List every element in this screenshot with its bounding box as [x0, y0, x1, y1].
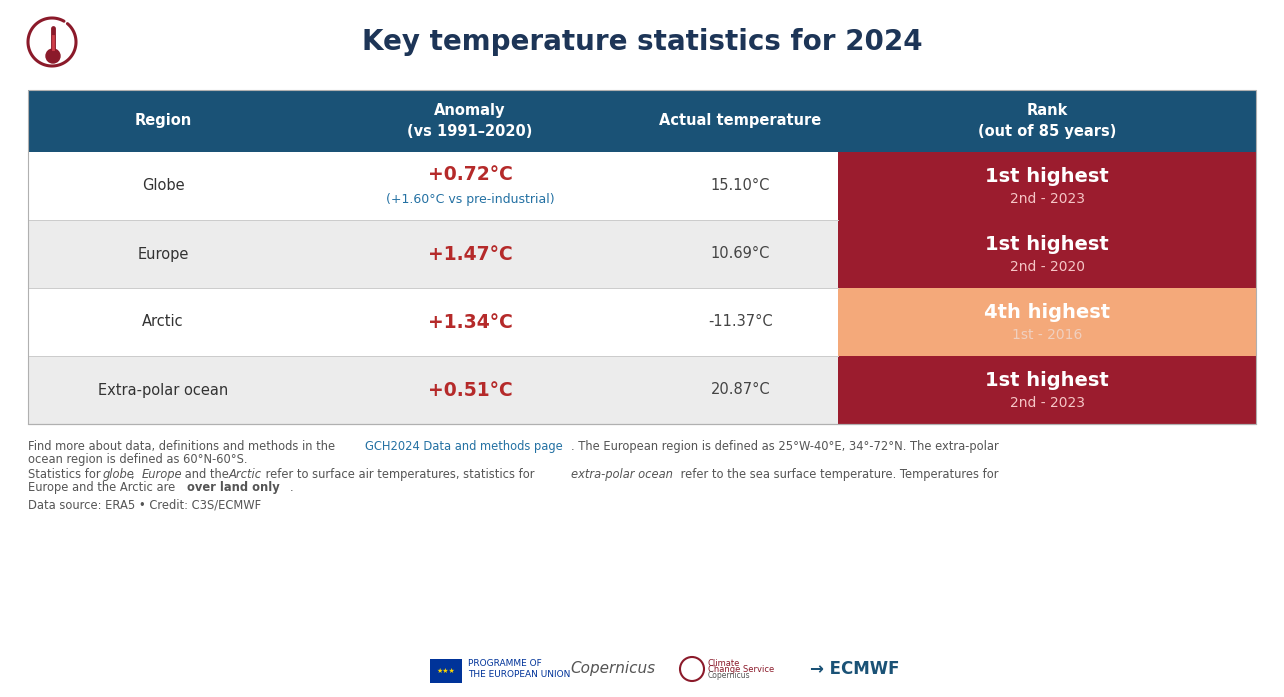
Text: +1.47°C: +1.47°C	[428, 245, 512, 263]
Text: Copernicus: Copernicus	[707, 671, 751, 680]
Text: ,: ,	[131, 468, 139, 481]
Bar	[430, 659, 462, 683]
Text: 1st highest: 1st highest	[985, 167, 1109, 185]
Text: Data source: ERA5 • Credit: C3S/ECMWF: Data source: ERA5 • Credit: C3S/ECMWF	[28, 499, 261, 512]
Text: globe: globe	[103, 468, 135, 481]
Bar	[28, 220, 838, 288]
Text: 1st highest: 1st highest	[985, 371, 1109, 390]
Text: Find more about data, definitions and methods in the: Find more about data, definitions and me…	[28, 440, 339, 453]
Text: Actual temperature: Actual temperature	[659, 114, 822, 128]
Text: ★★★: ★★★	[437, 668, 456, 674]
Text: (+1.60°C vs pre-industrial): (+1.60°C vs pre-industrial)	[385, 192, 555, 206]
Bar	[838, 220, 1256, 288]
Text: Change Service: Change Service	[707, 666, 774, 675]
Text: Rank
(out of 85 years): Rank (out of 85 years)	[978, 103, 1116, 139]
Text: refer to surface air temperatures, statistics for: refer to surface air temperatures, stati…	[262, 468, 538, 481]
Text: Extra-polar ocean: Extra-polar ocean	[98, 383, 229, 397]
Text: Arctic: Arctic	[229, 468, 262, 481]
Text: Region: Region	[135, 114, 191, 128]
Bar	[28, 90, 1256, 424]
Circle shape	[46, 49, 60, 63]
Text: Europe and the Arctic are: Europe and the Arctic are	[28, 481, 178, 494]
Text: Climate: Climate	[707, 659, 741, 668]
Text: .: .	[290, 481, 294, 494]
Bar	[28, 90, 1256, 152]
Text: . The European region is defined as 25°W-40°E, 34°-72°N. The extra-polar: . The European region is defined as 25°W…	[571, 440, 999, 453]
Text: +1.34°C: +1.34°C	[428, 312, 512, 332]
Text: +0.51°C: +0.51°C	[428, 381, 512, 399]
Text: Statistics for: Statistics for	[28, 468, 104, 481]
Text: 2nd - 2020: 2nd - 2020	[1009, 260, 1085, 274]
Text: Key temperature statistics for 2024: Key temperature statistics for 2024	[362, 28, 922, 56]
Text: ocean region is defined as 60°N-60°S.: ocean region is defined as 60°N-60°S.	[28, 453, 248, 466]
Text: Copernicus: Copernicus	[570, 661, 655, 677]
Text: PROGRAMME OF
THE EUROPEAN UNION: PROGRAMME OF THE EUROPEAN UNION	[467, 659, 570, 679]
Text: 10.69°C: 10.69°C	[710, 247, 770, 261]
Text: 2nd - 2023: 2nd - 2023	[1009, 192, 1085, 206]
Text: +0.72°C: +0.72°C	[428, 165, 512, 185]
Text: -11.37°C: -11.37°C	[707, 314, 773, 330]
Text: and the: and the	[181, 468, 232, 481]
Bar	[838, 152, 1256, 220]
Bar	[28, 288, 838, 356]
Text: 2nd - 2023: 2nd - 2023	[1009, 396, 1085, 410]
Text: 1st highest: 1st highest	[985, 234, 1109, 254]
Text: Anomaly
(vs 1991–2020): Anomaly (vs 1991–2020)	[407, 103, 533, 139]
Text: extra-polar ocean: extra-polar ocean	[571, 468, 673, 481]
Text: over land only: over land only	[187, 481, 280, 494]
Text: 20.87°C: 20.87°C	[710, 383, 770, 397]
Text: refer to the sea surface temperature. Temperatures for: refer to the sea surface temperature. Te…	[677, 468, 999, 481]
Bar	[28, 356, 838, 424]
Text: Arctic: Arctic	[143, 314, 184, 330]
Bar	[838, 288, 1256, 356]
Text: Europe: Europe	[143, 468, 182, 481]
Text: Europe: Europe	[137, 247, 189, 261]
Text: 4th highest: 4th highest	[984, 302, 1111, 321]
Bar	[838, 356, 1256, 424]
Text: 1st - 2016: 1st - 2016	[1012, 328, 1082, 342]
Text: GCH2024 Data and methods page: GCH2024 Data and methods page	[365, 440, 562, 453]
Text: 15.10°C: 15.10°C	[710, 178, 770, 194]
Bar	[28, 152, 838, 220]
Text: Globe: Globe	[141, 178, 185, 194]
Text: → ECMWF: → ECMWF	[810, 660, 900, 678]
